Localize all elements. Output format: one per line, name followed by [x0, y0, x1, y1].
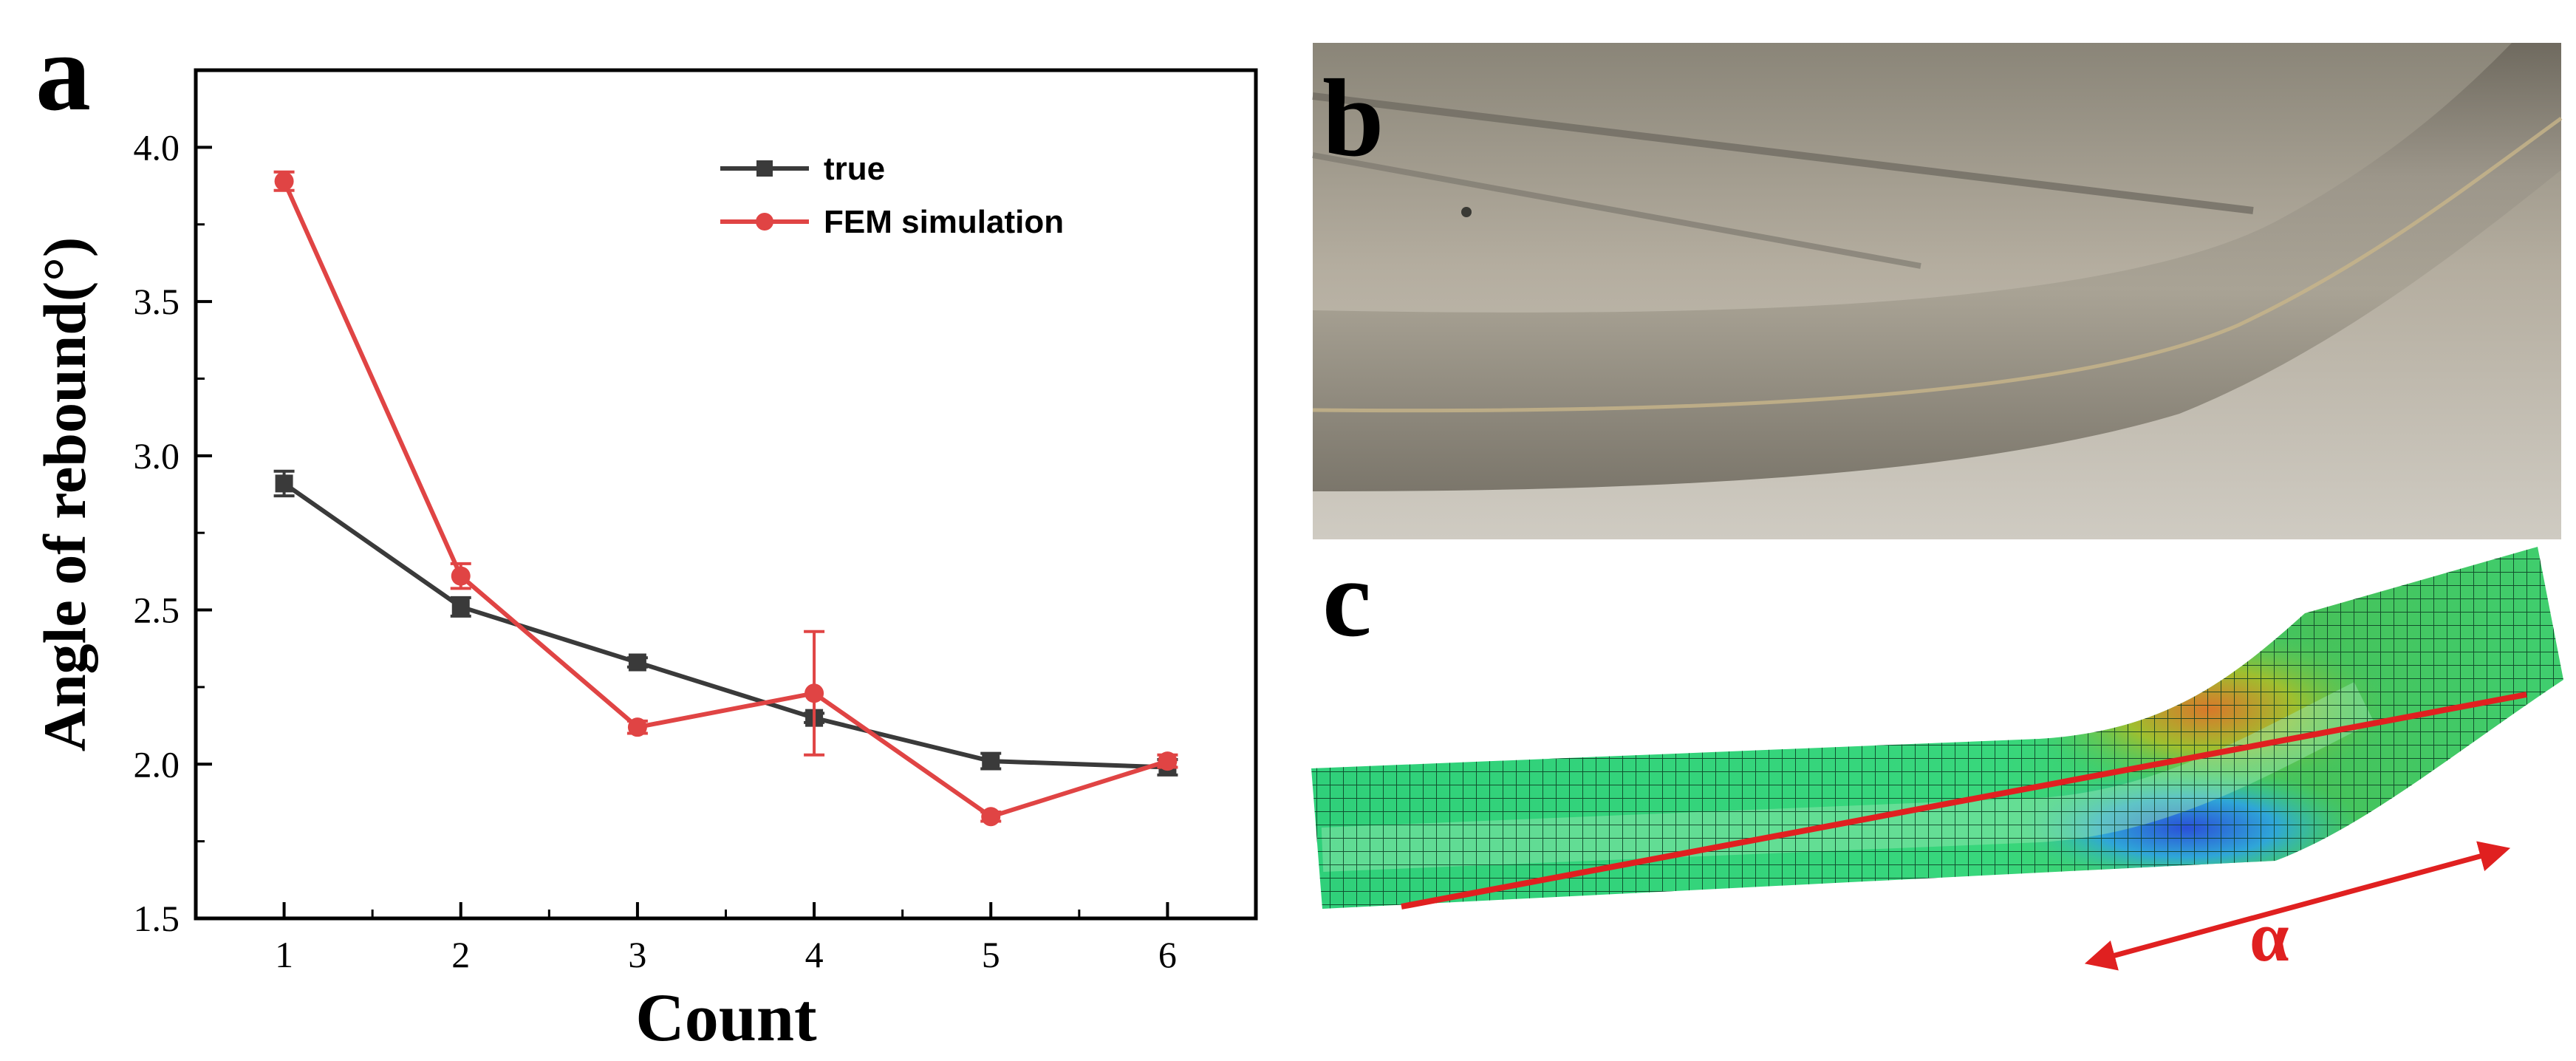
legend-swatch-marker: [756, 213, 773, 231]
chart-panel-a: a 1.5 2.0 2.5 3.0 3.5 4.0 1 2 3 4 5 6 Angle of reb…: [31, 11, 1258, 1055]
series-line: [282, 481, 1168, 770]
data-point: [451, 598, 470, 616]
legend-label: FEM simulation: [824, 204, 1064, 240]
panel-letter-b: b: [1322, 57, 1384, 180]
data-point: [1158, 751, 1178, 771]
legend-label: true: [824, 151, 885, 187]
x-tick-label: 2: [451, 934, 470, 975]
y-axis: 1.5 2.0 2.5 3.0 3.5 4.0: [134, 69, 212, 939]
data-point: [275, 474, 293, 493]
series-layer: [273, 170, 1178, 827]
legend-swatch-marker: [756, 160, 773, 177]
series-true: [273, 469, 1178, 777]
data-point: [981, 807, 1001, 827]
angle-arrow: [2084, 841, 2511, 971]
photo-groove-upper: [1312, 92, 2254, 214]
series-line: [281, 180, 1169, 819]
panel-letter-c: c: [1322, 537, 1372, 660]
photo-groove-lower: [1312, 152, 1921, 269]
photo-bent-tube: [1313, 43, 2561, 491]
x-tick-label: 5: [982, 934, 1000, 975]
x-tick-label: 6: [1158, 934, 1177, 975]
legend: true FEM simulation: [720, 151, 1064, 240]
photo-tube-highlight: [1312, 116, 2563, 413]
reference-line-tangent: [1401, 692, 2527, 910]
y-tick-label: 3.5: [134, 281, 180, 322]
legend-entry-true: true: [720, 151, 885, 187]
series-fem-simulation: [273, 170, 1178, 827]
y-axis-title: Angle of rebound(°): [31, 237, 98, 751]
photo-hole: [1461, 207, 1472, 217]
x-tick-label: 4: [805, 934, 824, 975]
fem-panel-c: c α: [1311, 537, 2563, 976]
plot-frame: [194, 68, 1258, 921]
y-tick-label: 3.0: [134, 435, 180, 477]
y-tick-label: 2.0: [134, 743, 180, 785]
legend-entry-fem-simulation: FEM simulation: [720, 204, 1064, 240]
x-tick-label: 1: [275, 934, 293, 975]
x-axis-title: Count: [635, 980, 817, 1055]
data-point: [982, 752, 1000, 771]
y-tick-label: 4.0: [134, 126, 180, 168]
panel-letter-a: a: [35, 11, 91, 134]
angle-label-alpha: α: [2249, 897, 2289, 976]
data-point: [627, 717, 647, 737]
data-point: [274, 171, 294, 191]
data-point: [804, 683, 824, 703]
y-tick-label: 1.5: [134, 898, 180, 939]
x-axis: 1 2 3 4 5 6: [275, 902, 1177, 975]
x-tick-label: 3: [628, 934, 646, 975]
data-point: [451, 566, 471, 586]
data-point: [628, 653, 646, 672]
y-tick-label: 2.5: [134, 590, 180, 631]
photo-panel-b: b: [1312, 43, 2563, 539]
